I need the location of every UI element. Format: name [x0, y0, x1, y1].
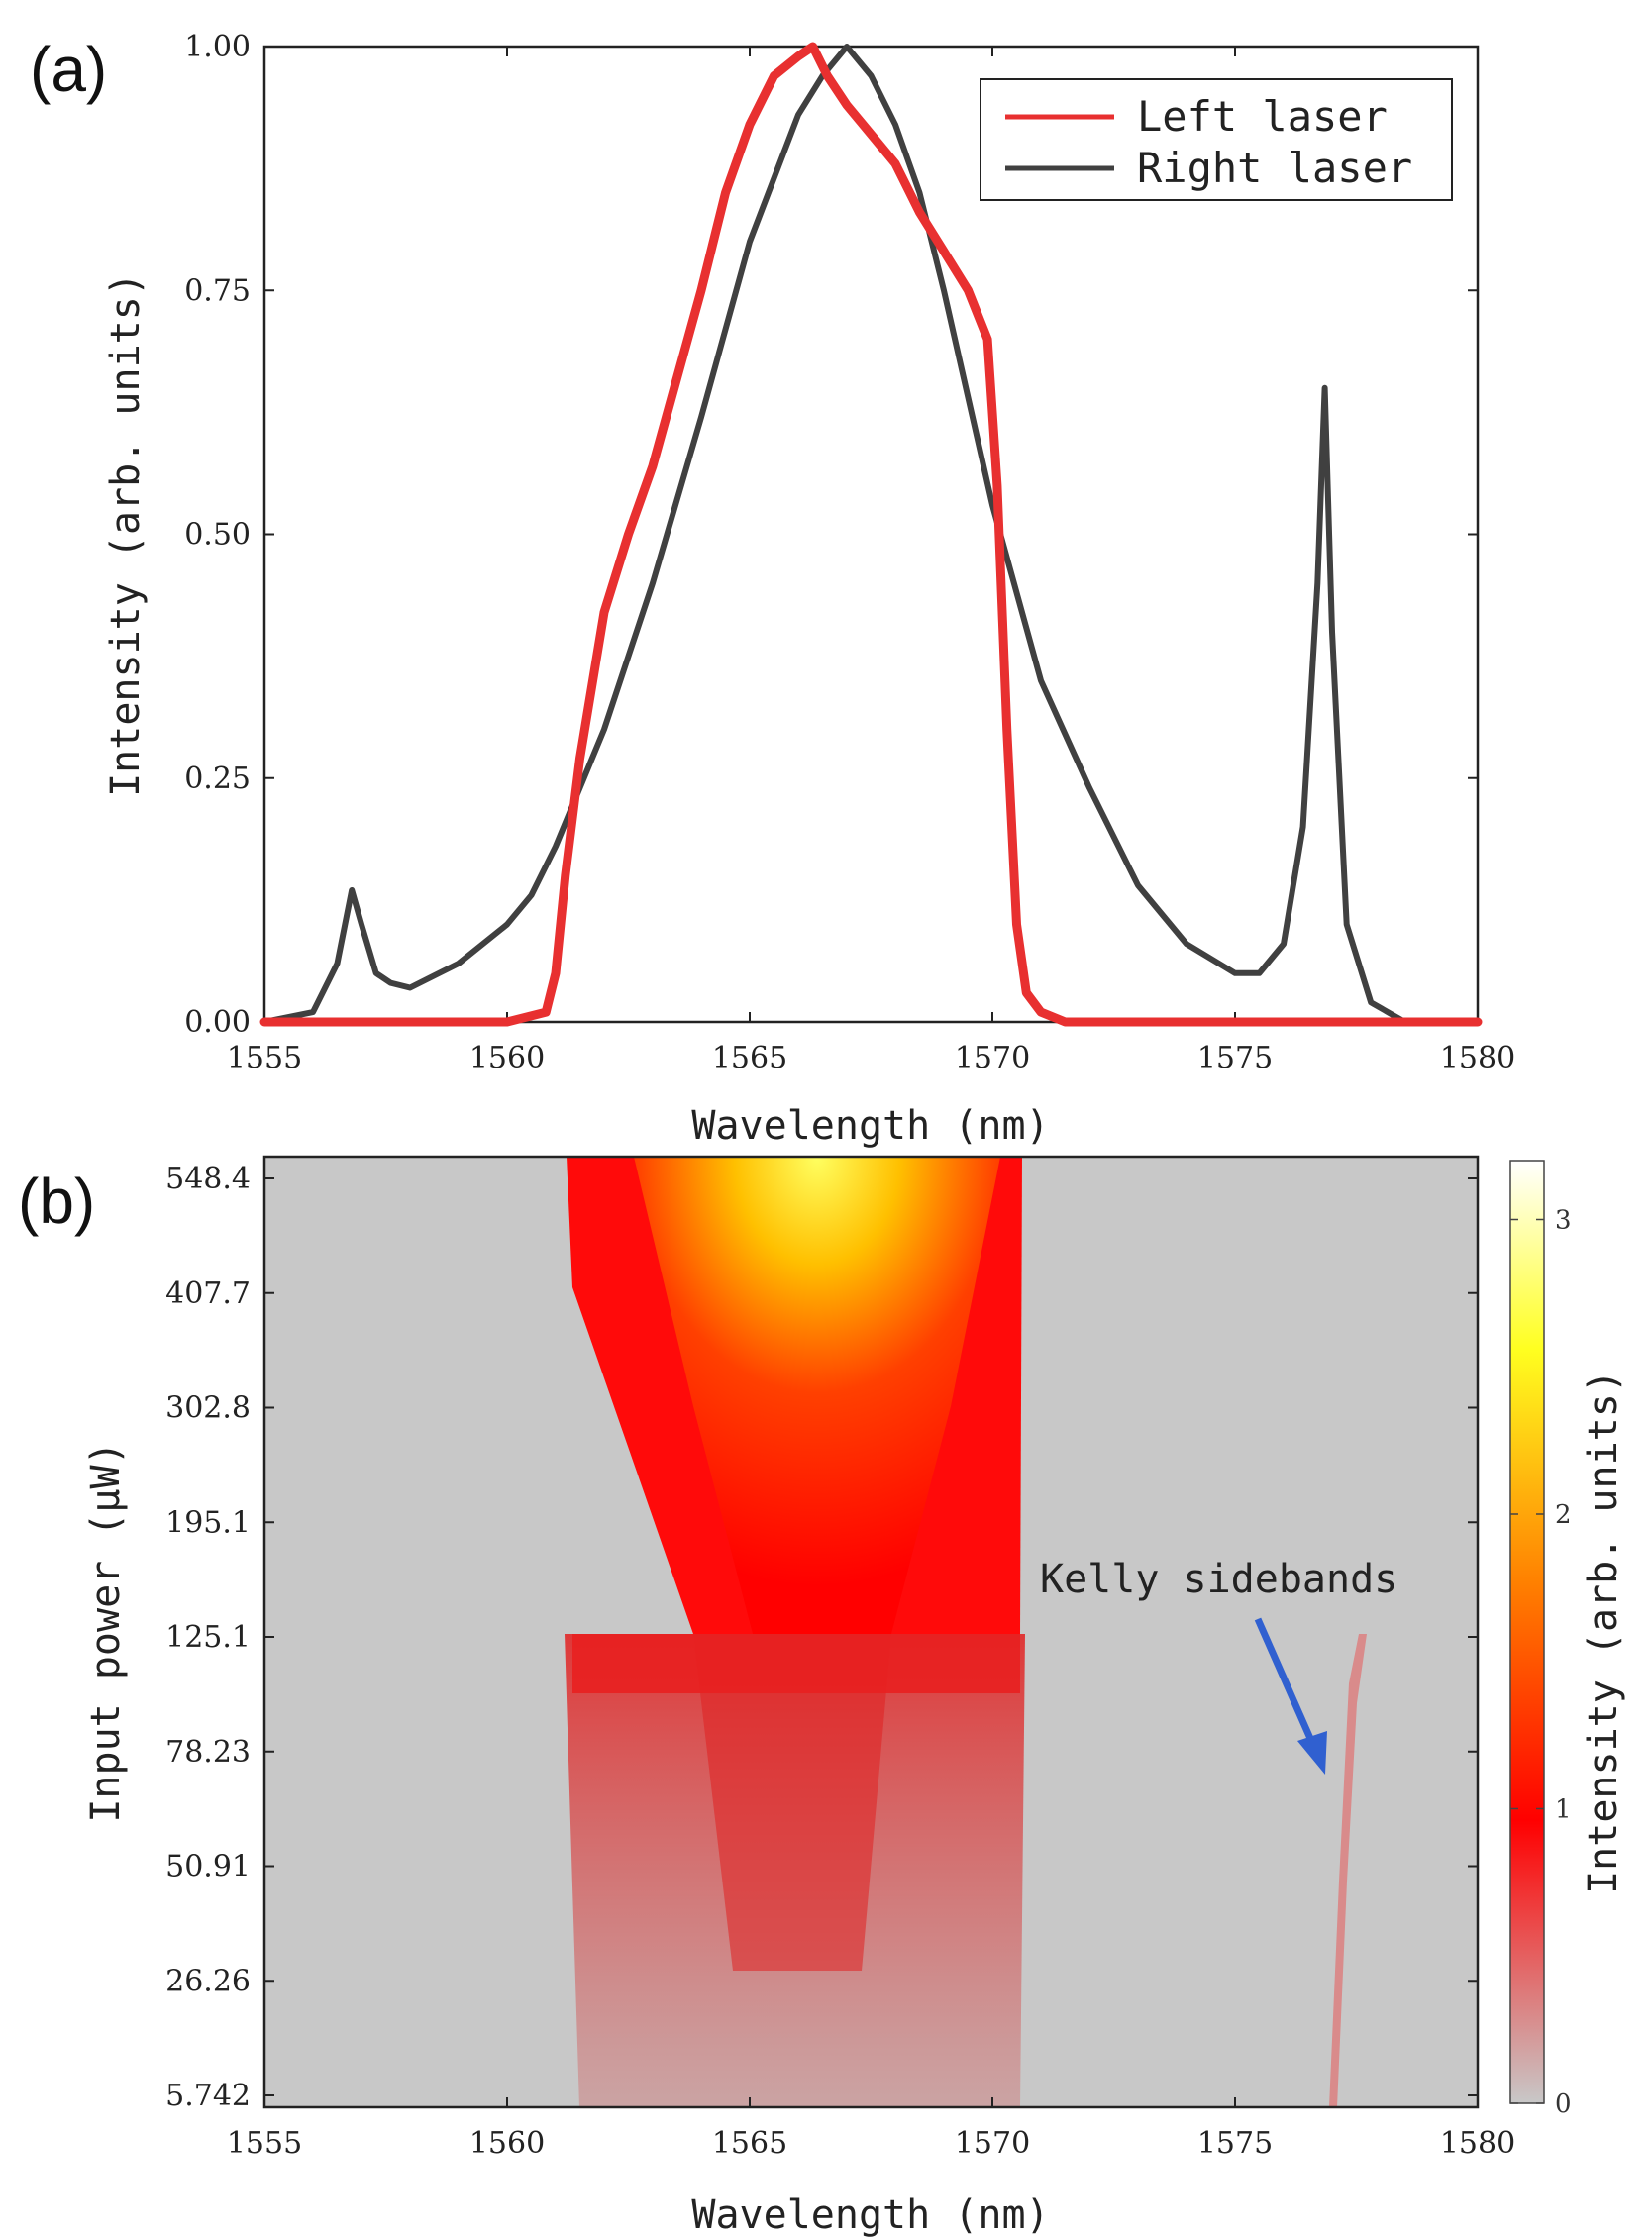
colorbar-tick-label: 3: [1555, 1206, 1572, 1236]
kelly-sidebands-annotation: Kelly sidebands: [1040, 1557, 1397, 1602]
panel-a-x-ticks: 1555 1560 1565 1570 1575 1580: [227, 47, 1515, 1075]
panel-b-y-tick-label: 26.26: [165, 1964, 251, 1998]
colorbar: 0 1 2 3 Intensity (arb. units): [1509, 1160, 1626, 2119]
series-line-right-laser: [261, 44, 1481, 1025]
legend-box: [980, 78, 1453, 201]
annotation-arrow: [1254, 1617, 1327, 1775]
panel-b-y-tick-label: 407.7: [165, 1276, 251, 1311]
series-line-left-laser: [259, 42, 1483, 1027]
panel-b-label: (b): [18, 1166, 95, 1237]
colorbar-bar: [1509, 1160, 1545, 2104]
panel-b-y-tick-label: 302.8: [165, 1391, 251, 1426]
panel-b-x-tick-label: 1575: [1197, 2126, 1273, 2161]
panel-a-y-axis-title: Intensity (arb. units): [103, 272, 149, 797]
panel-a: 1555 1560 1565 1570 1575 1580 0.00 0.25 0.50 0.7…: [103, 30, 1515, 1149]
panel-b-x-tick-label: 1565: [712, 2126, 787, 2161]
colorbar-tick-label: 0: [1555, 2089, 1572, 2119]
panel-b-y-tick-label: 195.1: [165, 1505, 251, 1540]
legend: Left laser Right laser: [980, 78, 1453, 201]
panel-a-y-ticks: 0.00 0.25 0.50 0.75 1.00: [184, 30, 1478, 1040]
panel-a-y-tick-label: 0.00: [184, 1005, 251, 1040]
colorbar-ticks: 0 1 2 3: [1510, 1206, 1572, 2119]
panel-b-y-tick-label: 5.742: [165, 2079, 251, 2113]
panel-b: 1555 1560 1565 1570 1575 1580 5.742 26.26 50.91…: [83, 1155, 1626, 2238]
legend-label-left-laser: Left laser: [1137, 92, 1388, 141]
heatmap-hot-region: [634, 1157, 1000, 1634]
panel-a-y-tick-label: 0.75: [184, 273, 251, 308]
panel-a-label: (a): [30, 34, 107, 105]
panel-b-frame: [262, 1155, 1480, 2109]
colorbar-tick-label: 1: [1555, 1795, 1572, 1825]
panel-b-y-axis-title: Input power (μW): [83, 1441, 129, 1822]
heatmap: [264, 1157, 1478, 2107]
panel-b-x-ticks: 1555 1560 1565 1570 1575 1580: [227, 2097, 1515, 2161]
panel-b-y-tick-label: 50.91: [165, 1850, 251, 1884]
colorbar-label: Intensity (arb. units): [1581, 1370, 1626, 1894]
panel-a-x-tick-label: 1570: [955, 1041, 1030, 1075]
panel-a-x-tick-label: 1565: [712, 1041, 787, 1075]
panel-a-x-axis-title: Wavelength (nm): [691, 1103, 1049, 1149]
panel-a-y-tick-label: 1.00: [184, 30, 251, 64]
panel-a-x-tick-label: 1560: [469, 1041, 545, 1075]
colorbar-tick-label: 2: [1555, 1500, 1572, 1530]
heatmap-low-power-core: [693, 1634, 891, 1971]
kelly-sideband-trace: [1329, 1634, 1367, 2107]
panel-b-x-tick-label: 1560: [469, 2126, 545, 2161]
panel-b-x-tick-label: 1580: [1440, 2126, 1515, 2161]
panel-b-x-axis-title: Wavelength (nm): [691, 2192, 1049, 2238]
panel-a-y-tick-label: 0.25: [184, 762, 251, 796]
legend-label-right-laser: Right laser: [1137, 144, 1412, 192]
panel-b-y-tick-label: 78.23: [165, 1735, 251, 1770]
panel-b-y-ticks: 5.742 26.26 50.91 78.23 125.1 195.1 302.8 407.7…: [165, 1162, 1478, 2113]
panel-b-x-tick-label: 1570: [955, 2126, 1030, 2161]
panel-b-y-tick-label: 125.1: [165, 1620, 251, 1655]
panel-a-y-tick-label: 0.50: [184, 518, 251, 553]
panel-a-x-tick-label: 1580: [1440, 1041, 1515, 1075]
panel-a-x-tick-label: 1575: [1197, 1041, 1273, 1075]
panel-a-x-tick-label: 1555: [227, 1041, 302, 1075]
heatmap-transition-row: [572, 1634, 1020, 1693]
panel-a-series: [259, 42, 1483, 1027]
panel-b-x-tick-label: 1555: [227, 2126, 302, 2161]
panel-b-y-tick-label: 548.4: [165, 1162, 251, 1196]
